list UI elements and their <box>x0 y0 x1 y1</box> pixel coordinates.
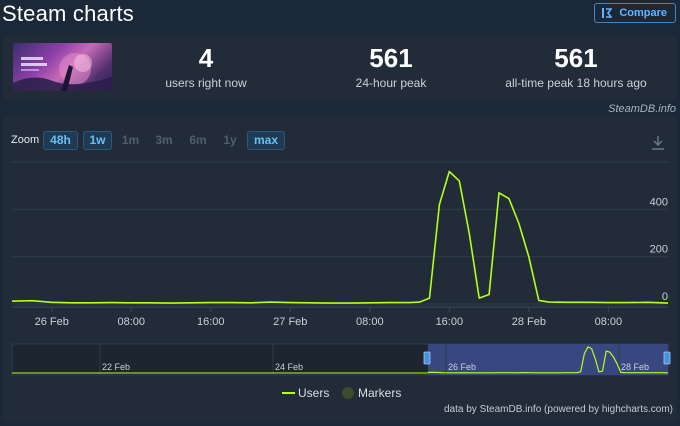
data-credit[interactable]: data by SteamDB.info (powered by highcha… <box>444 404 673 415</box>
stats-panel: 4 users right now 561 24-hour peak 561 a… <box>3 35 677 101</box>
stat-users-now-value: 4 <box>198 43 214 73</box>
stat-24h-peak: 561 24-hour peak <box>328 43 454 91</box>
navigator-tick-label: 22 Feb <box>102 362 130 372</box>
page-title: Steam charts <box>2 1 135 26</box>
zoom-1m-button[interactable]: 1m <box>121 133 140 147</box>
y-tick-label: 0 <box>662 291 668 303</box>
x-tick-label: 08:00 <box>595 316 623 328</box>
x-tick-label: 08:00 <box>118 316 146 328</box>
steamdb-credit[interactable]: SteamDB.info <box>608 103 676 115</box>
navigator-tick-label: 28 Feb <box>621 362 649 372</box>
x-tick-label: 27 Feb <box>273 316 307 328</box>
zoom-3m-button[interactable]: 3m <box>155 133 173 147</box>
x-tick-label: 16:00 <box>197 316 225 328</box>
stat-users-now: 4 users right now <box>143 43 269 91</box>
legend-users[interactable]: Users <box>282 384 329 402</box>
stat-all-time-peak: 561 all-time peak 18 hours ago <box>500 43 652 91</box>
navigator-tick-label: 24 Feb <box>275 362 303 372</box>
navigator-series-line <box>427 346 669 374</box>
compare-button[interactable]: Compare <box>594 3 676 23</box>
legend-markers-label: Markers <box>358 386 402 400</box>
compare-icon <box>602 8 613 18</box>
legend-markers[interactable]: Markers <box>342 384 401 402</box>
stat-all-time-peak-label: all-time peak 18 hours ago <box>505 76 647 90</box>
users-series-line[interactable] <box>11 170 669 304</box>
navigator[interactable]: 22 Feb 24 Feb 26 Feb 28 Feb <box>11 343 671 376</box>
chart-legend: Users Markers <box>0 384 680 402</box>
zoom-48h-button[interactable]: 48h <box>43 131 78 150</box>
download-icon[interactable] <box>651 135 665 151</box>
zoom-1y-button[interactable]: 1y <box>223 133 237 147</box>
game-thumbnail[interactable] <box>13 43 112 91</box>
navigator-left-handle[interactable] <box>423 351 431 365</box>
zoom-6m-button[interactable]: 6m <box>189 133 207 147</box>
y-tick-label: 400 <box>650 196 668 208</box>
legend-users-label: Users <box>298 386 330 400</box>
legend-markers-swatch <box>342 387 354 399</box>
x-tick-label: 28 Feb <box>512 316 546 328</box>
header: Steam charts Compare <box>0 0 680 30</box>
stat-24h-peak-label: 24-hour peak <box>355 76 427 90</box>
navigator-tick-label: 26 Feb <box>448 362 476 372</box>
game-art-image <box>13 53 112 91</box>
navigator-selection[interactable] <box>428 344 668 375</box>
compare-label: Compare <box>619 7 667 19</box>
zoom-max-button[interactable]: max <box>247 131 285 150</box>
x-tick-label: 08:00 <box>356 316 384 328</box>
legend-users-swatch <box>282 392 295 394</box>
x-tick-label: 26 Feb <box>35 316 69 328</box>
stat-24h-peak-value: 561 <box>369 43 413 73</box>
navigator-right-handle[interactable] <box>663 351 671 365</box>
zoom-1w-button[interactable]: 1w <box>83 131 112 150</box>
stat-all-time-peak-value: 561 <box>554 43 598 73</box>
x-tick-label: 16:00 <box>436 316 464 328</box>
zoom-label: Zoom <box>11 134 40 146</box>
y-tick-label: 200 <box>650 244 668 256</box>
stat-users-now-label: users right now <box>165 76 247 90</box>
